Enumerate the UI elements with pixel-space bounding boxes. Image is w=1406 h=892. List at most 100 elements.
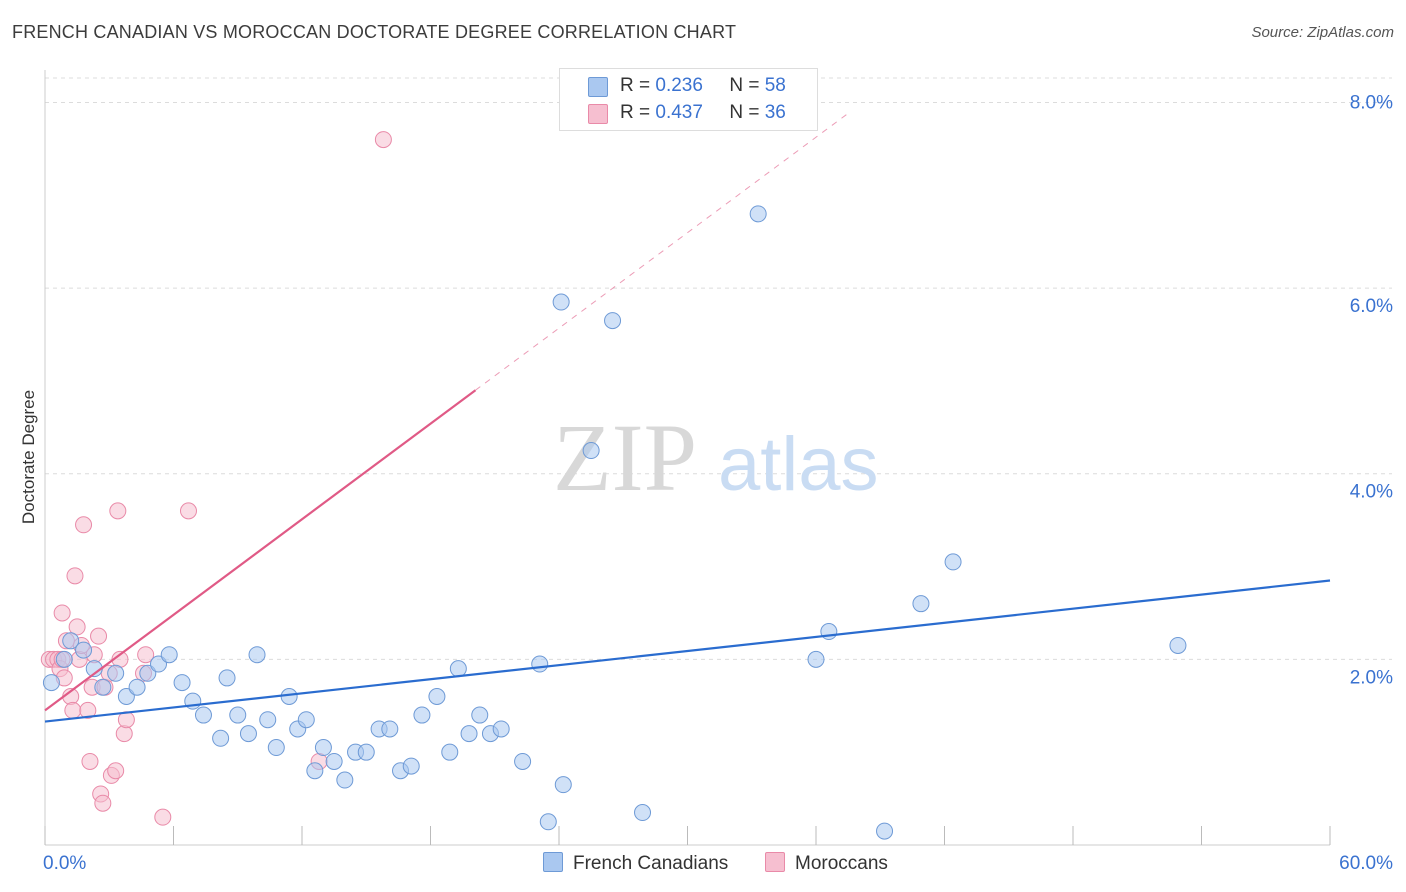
bottom-legend-label: Moroccans xyxy=(795,853,888,874)
french-canadian-point xyxy=(471,706,489,724)
french-canadian-point xyxy=(218,669,236,687)
legend-n-value: 36 xyxy=(764,102,786,123)
legend-n-value: 58 xyxy=(764,75,786,96)
chart-title: FRENCH CANADIAN VS MOROCCAN DOCTORATE DE… xyxy=(12,22,737,42)
watermark-zip: ZIP xyxy=(553,404,697,511)
french-canadian-point xyxy=(325,752,343,770)
y-tick-label: 8.0% xyxy=(1350,92,1393,113)
french-canadian-point xyxy=(460,725,478,743)
x-tick-label: 60.0% xyxy=(1339,853,1393,874)
french-canadian-point xyxy=(357,743,375,761)
french-canadian-point xyxy=(239,725,257,743)
legend-r-label: R = xyxy=(620,75,656,96)
moroccan-point xyxy=(94,794,112,812)
french-canadian-point xyxy=(428,687,446,705)
moroccan-point xyxy=(53,604,71,622)
french-canadian-point xyxy=(160,646,178,664)
legend-swatch-pink xyxy=(588,104,608,124)
french-canadian-point xyxy=(229,706,247,724)
moroccan-point xyxy=(79,701,97,719)
watermark: ZIP atlas xyxy=(553,404,879,511)
source-label: Source: ZipAtlas.com xyxy=(1251,24,1394,41)
moroccan-point xyxy=(154,808,172,826)
french-canadian-point xyxy=(267,739,285,757)
legend-swatch-blue xyxy=(588,77,608,97)
french-canadian-point xyxy=(552,293,570,311)
data-points xyxy=(40,131,1187,840)
french-canadian-point xyxy=(42,674,60,692)
french-canadian-point xyxy=(539,813,557,831)
french-canadian-point xyxy=(1169,636,1187,654)
french-canadian-point xyxy=(280,687,298,705)
moroccan-point xyxy=(115,725,133,743)
french-canadian-point xyxy=(413,706,431,724)
french-canadian-point xyxy=(306,762,324,780)
watermark-atlas: atlas xyxy=(718,422,879,507)
french-canadian-point xyxy=(944,553,962,571)
moroccan-point xyxy=(90,627,108,645)
french-canadian-point xyxy=(749,205,767,223)
moroccan-point xyxy=(75,516,93,534)
french-canadian-point xyxy=(402,757,420,775)
french-canadian-point xyxy=(173,674,191,692)
french-canadian-point xyxy=(128,678,146,696)
french-canadian-point xyxy=(314,739,332,757)
legend-r-value: 0.236 xyxy=(655,75,703,96)
french-canadian-point xyxy=(441,743,459,761)
french-canadian-point xyxy=(876,822,894,840)
french-canadian-point xyxy=(514,752,532,770)
legend-n-label: N = xyxy=(729,75,765,96)
moroccan-point xyxy=(107,762,125,780)
french-canadian-point xyxy=(55,650,73,668)
french-canadian-trend-line xyxy=(44,579,1331,723)
french-canadian-point xyxy=(297,711,315,729)
french-canadian-point xyxy=(212,729,230,747)
french-canadian-point xyxy=(554,776,572,794)
french-canadian-point xyxy=(912,595,930,613)
bottom-legend-label: French Canadians xyxy=(573,853,729,874)
legend-r-value: 0.437 xyxy=(655,102,703,123)
french-canadian-point xyxy=(62,632,80,650)
moroccan-point xyxy=(137,646,155,664)
y-axis-label: Doctorate Degree xyxy=(19,390,38,524)
french-canadian-point xyxy=(634,804,652,822)
bottom-legend-moroccans: Moroccans xyxy=(765,852,888,875)
moroccan-trend-extension xyxy=(475,111,851,391)
y-tick-label: 6.0% xyxy=(1350,296,1393,317)
french-canadian-point xyxy=(75,641,93,659)
french-canadian-point xyxy=(582,442,600,460)
french-canadian-point xyxy=(531,655,549,673)
correlation-legend: R = 0.236 N = 58 R = 0.437 N = 36 xyxy=(559,68,818,131)
moroccan-point xyxy=(81,752,99,770)
bottom-legend-swatch-pink xyxy=(765,852,785,872)
moroccan-point xyxy=(374,131,392,149)
trend-lines xyxy=(44,111,1331,723)
french-canadian-point xyxy=(94,678,112,696)
axes: 2.0% 4.0% 6.0% 8.0% 0.0% 60.0% xyxy=(43,70,1393,874)
french-canadian-point xyxy=(194,706,212,724)
moroccan-point xyxy=(66,567,84,585)
french-canadian-point xyxy=(139,664,157,682)
bottom-legend-swatch-blue xyxy=(543,852,563,872)
y-tick-label: 4.0% xyxy=(1350,482,1393,503)
french-canadian-point xyxy=(492,720,510,738)
french-canadian-point xyxy=(449,660,467,678)
french-canadian-point xyxy=(150,655,168,673)
legend-n-label: N = xyxy=(729,102,765,123)
gridlines xyxy=(45,77,1392,660)
bottom-legend-french-canadians: French Canadians xyxy=(543,852,728,875)
x-tick-label: 0.0% xyxy=(43,853,86,874)
french-canadian-point xyxy=(107,664,125,682)
french-canadian-point xyxy=(248,646,266,664)
french-canadian-point xyxy=(259,711,277,729)
moroccan-point xyxy=(179,502,197,520)
moroccan-point xyxy=(109,502,127,520)
moroccan-point xyxy=(68,618,86,636)
moroccan-trend-line xyxy=(44,389,477,712)
french-canadian-point xyxy=(604,312,622,330)
french-canadian-point xyxy=(807,650,825,668)
moroccan-point xyxy=(64,701,82,719)
french-canadian-point xyxy=(336,771,354,789)
french-canadian-point xyxy=(117,687,135,705)
